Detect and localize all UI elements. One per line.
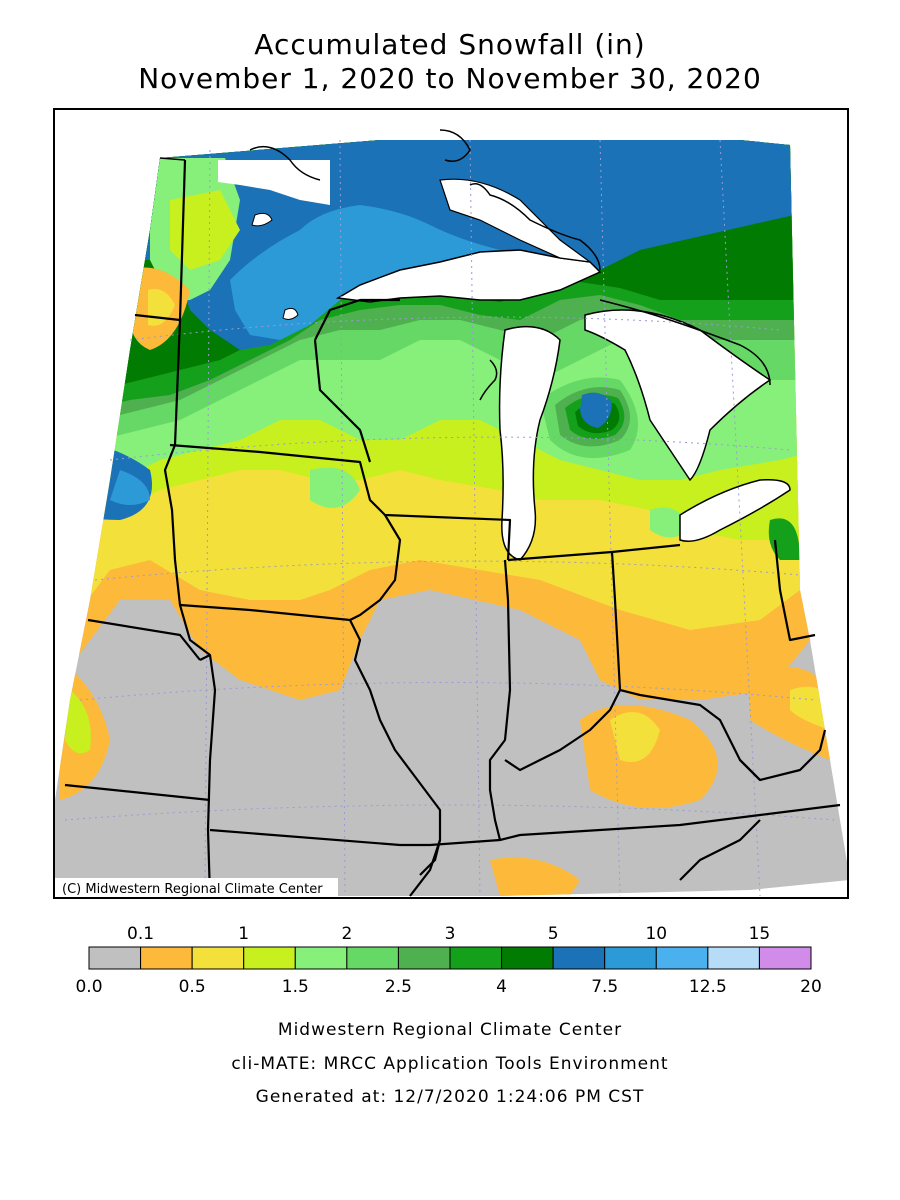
lake-erie xyxy=(679,478,791,542)
state-borders xyxy=(64,159,841,897)
legend-swatch xyxy=(501,946,554,970)
legend-swatch xyxy=(758,946,812,970)
legend-swatch xyxy=(140,946,193,970)
legend-label: 1 xyxy=(238,924,249,944)
legend-swatch xyxy=(294,946,348,970)
legend-swatch xyxy=(707,946,760,970)
legend-label: 3 xyxy=(445,924,456,944)
map-title-line1: Accumulated Snowfall (in) xyxy=(254,28,646,61)
legend-label: 0.0 xyxy=(75,977,102,997)
legend-label: 10 xyxy=(645,924,667,944)
legend-bottom-labels: 0.0 0.5 1.5 2.5 4 7.5 12.5 20 xyxy=(75,977,821,997)
map-frame xyxy=(53,108,849,899)
legend-label: 5 xyxy=(548,924,559,944)
legend-label: 20 xyxy=(800,977,822,997)
legend-label: 7.5 xyxy=(591,977,618,997)
legend-label: 4 xyxy=(496,977,507,997)
coastlines xyxy=(159,129,771,401)
legend-label: 0.1 xyxy=(127,924,154,944)
legend-swatch xyxy=(552,946,606,970)
legend-top-labels: 0.1 1 2 3 5 10 15 xyxy=(127,924,770,944)
footer-org: Midwestern Regional Climate Center xyxy=(277,1020,623,1040)
map-title-line2: November 1, 2020 to November 30, 2020 xyxy=(138,62,762,95)
legend-swatch xyxy=(397,946,451,970)
legend-label: 2.5 xyxy=(385,977,412,997)
legend-label: 2 xyxy=(341,924,352,944)
copyright-text: (C) Midwestern Regional Climate Center xyxy=(62,882,323,897)
lake-superior xyxy=(335,249,602,303)
lake-michigan xyxy=(498,325,561,561)
legend-swatch xyxy=(655,946,709,970)
red-lake xyxy=(282,307,299,320)
legend-swatch xyxy=(449,946,503,970)
legend-swatch xyxy=(88,946,142,970)
footer-generated: Generated at: 12/7/2020 1:24:06 PM CST xyxy=(255,1087,645,1107)
legend-label: 1.5 xyxy=(282,977,309,997)
legend-swatch xyxy=(243,946,296,970)
legend-swatch xyxy=(191,946,245,970)
ontario-shoreline xyxy=(439,178,591,263)
copyright-box xyxy=(55,878,338,897)
great-lakes xyxy=(218,160,791,561)
graticule xyxy=(64,139,836,897)
legend-label: 12.5 xyxy=(689,977,727,997)
legend-swatches xyxy=(88,946,812,970)
footer-tool: cli-MATE: MRCC Application Tools Environ… xyxy=(231,1054,669,1074)
legend-label: 0.5 xyxy=(179,977,206,997)
lake-of-the-woods xyxy=(251,212,273,227)
legend-swatch xyxy=(346,946,399,970)
legend-swatch xyxy=(604,946,657,970)
legend-label: 15 xyxy=(749,924,771,944)
